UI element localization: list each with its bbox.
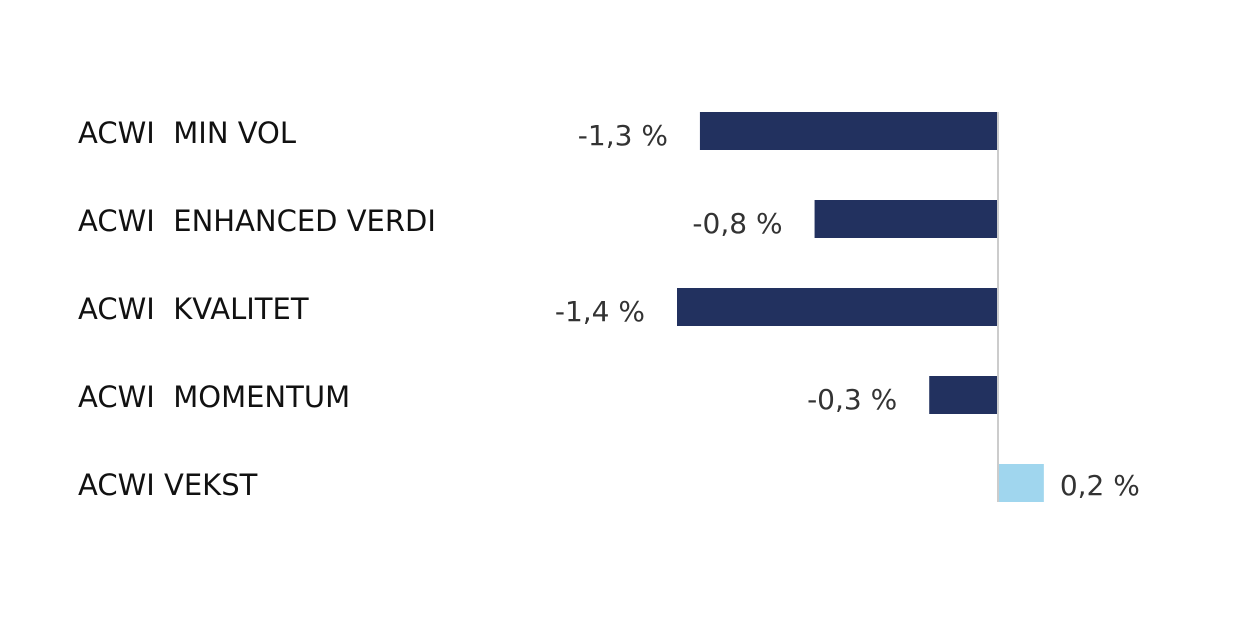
category-label: ACWI KVALITET [78,292,309,326]
category-label: ACWI MIN VOL [78,116,296,150]
value-label: -0,8 % [692,207,782,240]
category-label: ACWI VEKST [78,468,258,502]
value-label: -0,3 % [807,383,897,416]
category-label: ACWI MOMENTUM [78,380,350,414]
value-label: -1,4 % [555,295,645,328]
bar [929,376,998,414]
bar [814,200,998,238]
value-label: -1,3 % [578,119,668,152]
bar [699,112,998,150]
category-label: ACWI ENHANCED VERDI [78,204,436,238]
value-label: 0,2 % [1060,469,1140,502]
bar [677,288,998,326]
bar [998,464,1044,502]
